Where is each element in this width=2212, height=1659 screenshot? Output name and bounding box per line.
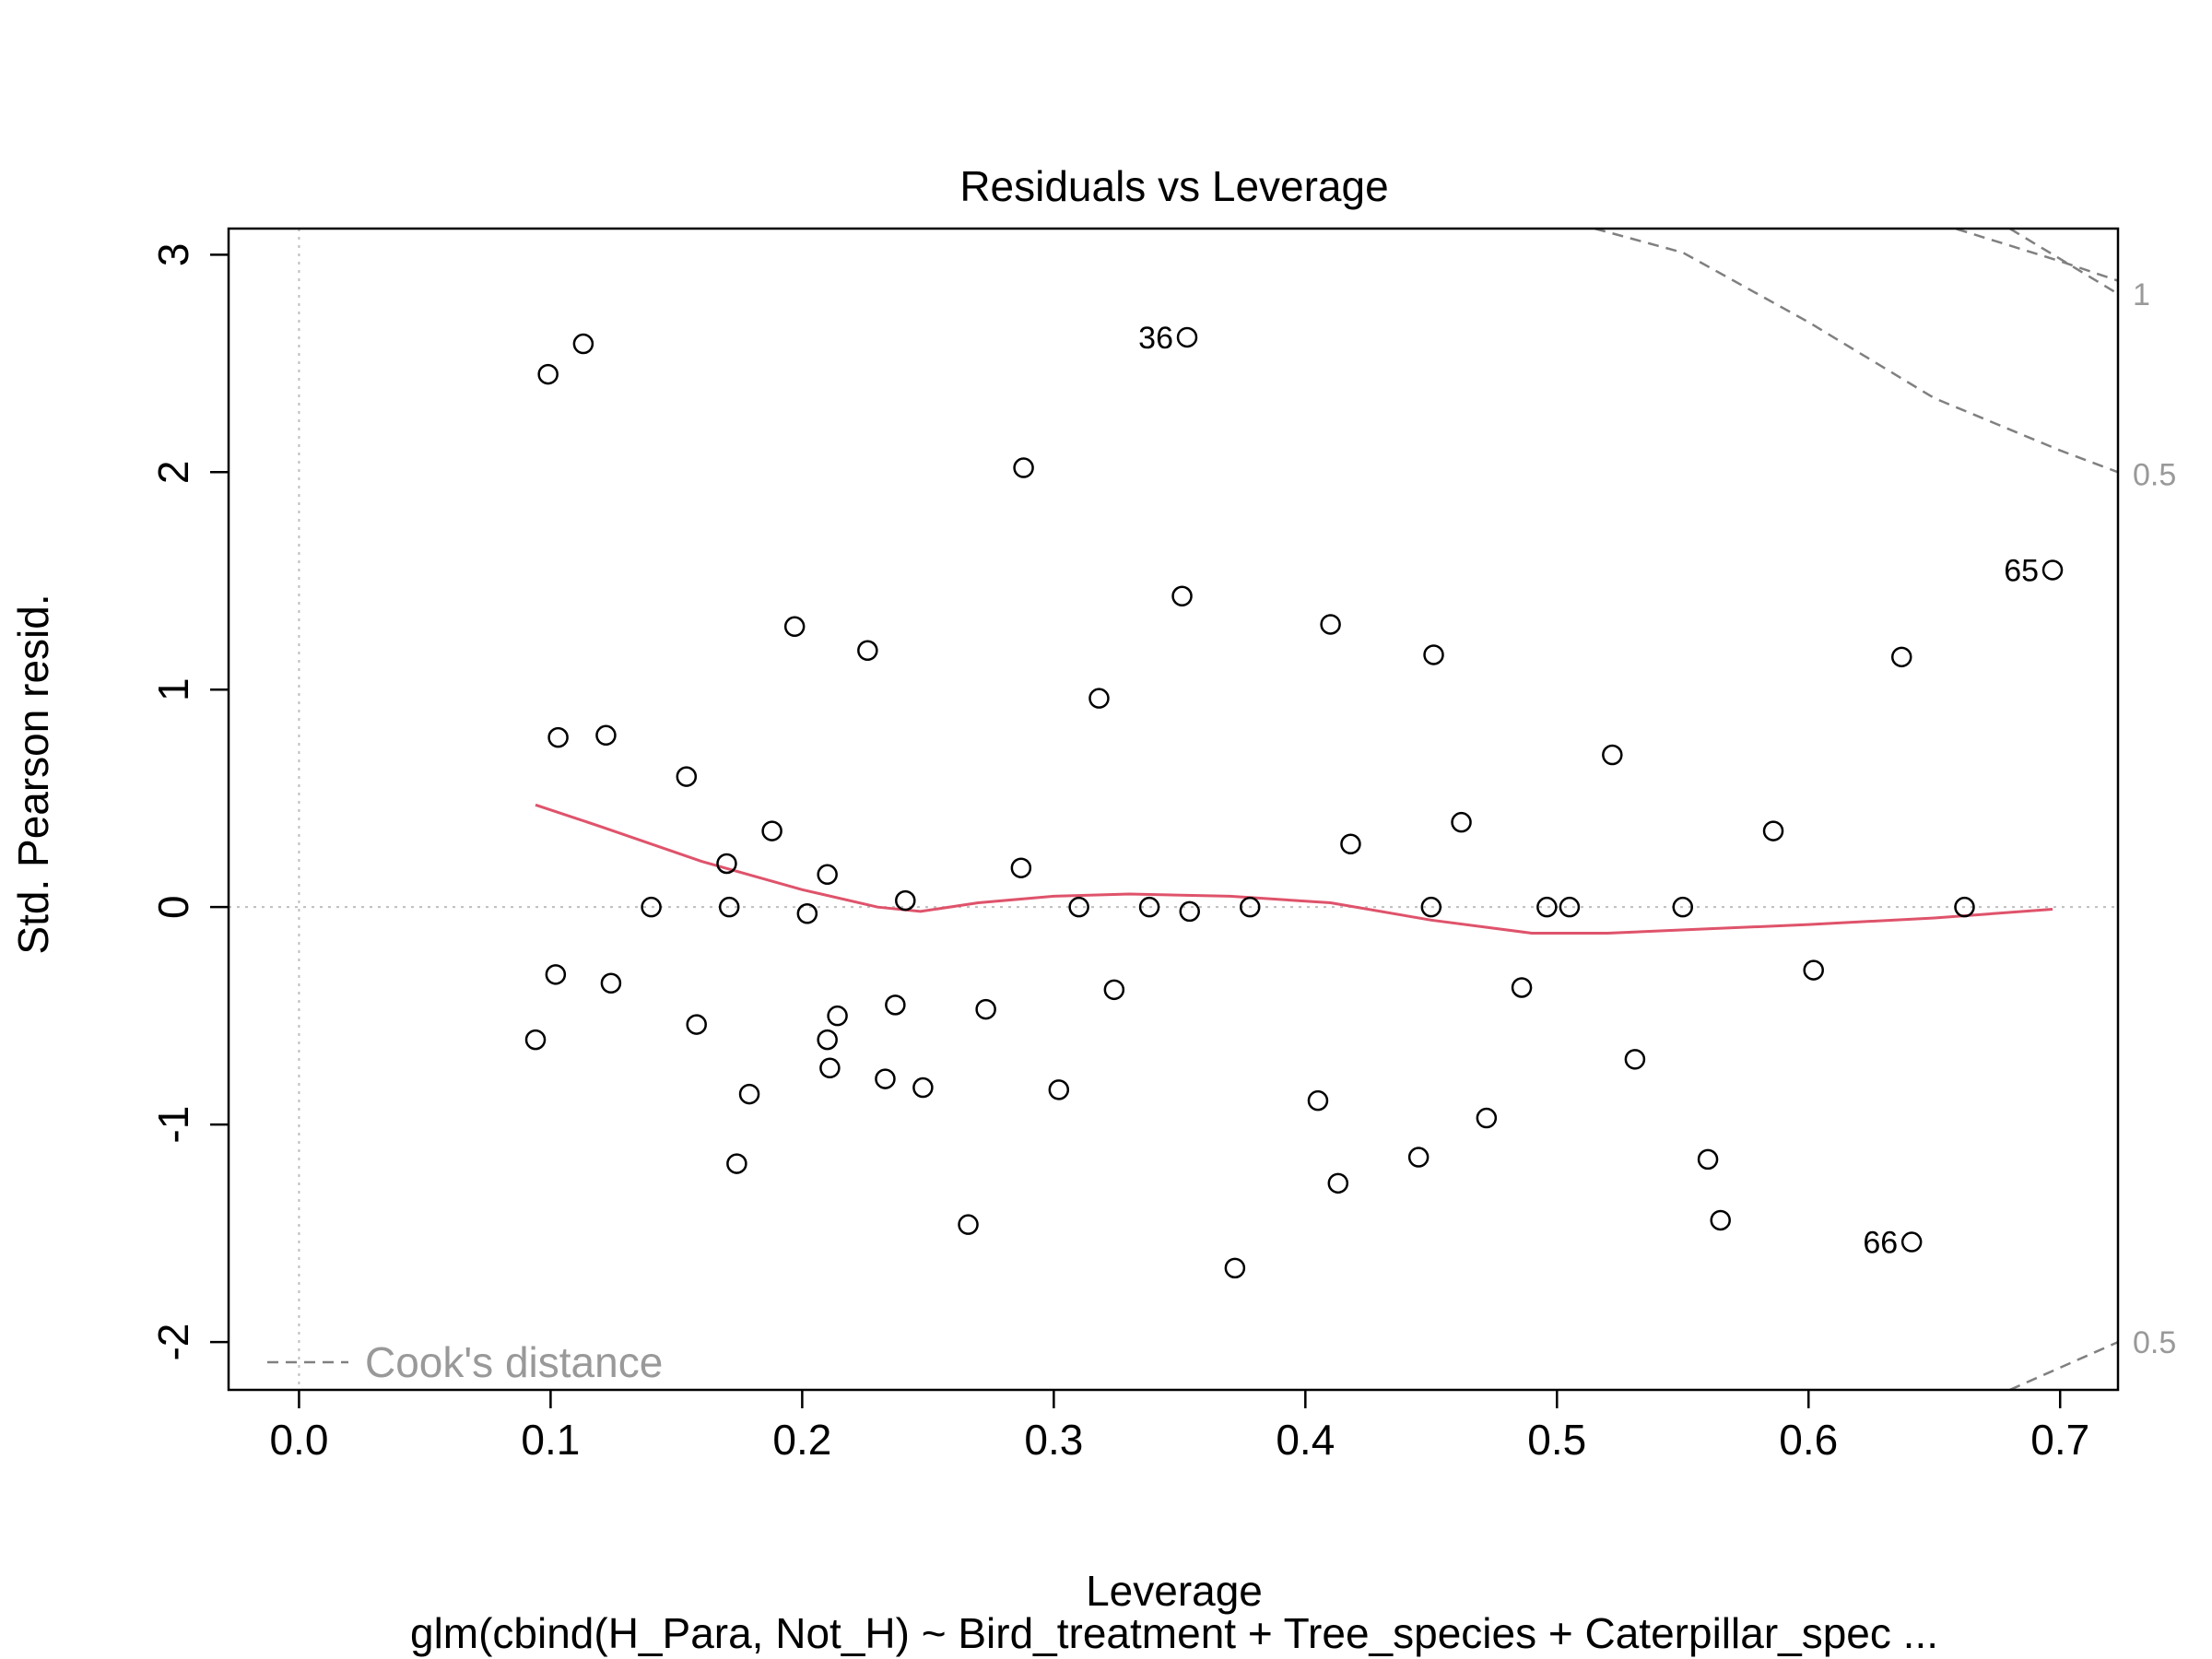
data-point-50 xyxy=(912,1077,934,1099)
smooth-line xyxy=(535,803,2053,935)
data-point-27 xyxy=(1068,896,1089,918)
data-point-26 xyxy=(796,903,818,924)
data-point-45 xyxy=(524,1029,547,1051)
x-tick-label: 0.1 xyxy=(521,1416,580,1464)
data-point-18 xyxy=(1762,820,1784,841)
data-point-17 xyxy=(761,820,782,841)
data-point-57 xyxy=(726,1153,747,1174)
data-point-29 xyxy=(1179,900,1200,923)
data-point-34 xyxy=(1672,896,1694,918)
data-point-13 xyxy=(595,724,617,747)
data-point-32 xyxy=(1536,896,1558,918)
data-point-38 xyxy=(600,972,622,994)
data-point-62 xyxy=(1224,1257,1246,1279)
data-point-49 xyxy=(875,1068,896,1089)
plot-layer: 36 65 66 0.0 0.1 0.2 0.3 0.4 0.5 0.6 0.7 -2 -1 0 1 2 3 1 0… xyxy=(149,227,2176,1464)
data-point-3 xyxy=(1013,457,1034,478)
data-point-43 xyxy=(827,1005,848,1027)
data-point-30 xyxy=(1240,896,1261,918)
data-point-6 xyxy=(783,616,806,638)
data-point-41 xyxy=(885,994,906,1016)
data-point-33 xyxy=(1559,896,1581,918)
x-tick-label: 0.6 xyxy=(1779,1416,1838,1464)
y-tick-label: 1 xyxy=(149,677,197,701)
data-point-40 xyxy=(1511,977,1533,998)
cooks-contour-3 xyxy=(2009,1340,2118,1390)
y-tick-label: 2 xyxy=(149,460,197,484)
x-axis-label: Leverage xyxy=(1086,1567,1263,1615)
chart-title: Residuals vs Leverage xyxy=(959,162,1388,210)
data-point-52 xyxy=(738,1083,760,1105)
data-point-44 xyxy=(686,1014,707,1035)
x-tick-label: 0.4 xyxy=(1276,1416,1335,1464)
data-point-55 xyxy=(1407,1147,1430,1168)
data-point-4 xyxy=(2041,559,2064,581)
cooks-contour-0 xyxy=(1951,229,2118,282)
data-point-36 xyxy=(1803,959,1824,981)
data-point-8 xyxy=(857,640,878,662)
data-point-25 xyxy=(718,896,740,918)
x-tick-label: 0.7 xyxy=(2030,1416,2089,1464)
data-point-46 xyxy=(817,1029,838,1051)
cooks-contour-1 xyxy=(1594,229,2118,474)
data-point-53 xyxy=(1307,1089,1329,1112)
data-point-10 xyxy=(1890,646,1912,668)
y-tick-label: 3 xyxy=(149,243,197,267)
data-point-0 xyxy=(537,363,559,385)
data-point-31 xyxy=(1420,896,1442,918)
plot-frame xyxy=(227,227,2120,1392)
data-point-11 xyxy=(1088,688,1110,709)
y-tick-label: 0 xyxy=(149,895,197,919)
point-label-65: 65 xyxy=(2004,553,2039,588)
data-point-2 xyxy=(1176,326,1198,348)
x-tick-label: 0.0 xyxy=(269,1416,328,1464)
data-point-21 xyxy=(817,864,838,886)
data-point-1 xyxy=(572,333,594,355)
point-label-36: 36 xyxy=(1138,321,1173,356)
data-point-19 xyxy=(1340,833,1361,855)
data-point-54 xyxy=(1476,1107,1498,1129)
x-tick-label: 0.5 xyxy=(1527,1416,1586,1464)
data-point-60 xyxy=(958,1214,979,1235)
data-point-16 xyxy=(1451,811,1472,833)
data-point-56 xyxy=(1697,1148,1719,1171)
data-point-39 xyxy=(1103,979,1125,1001)
data-point-42 xyxy=(975,998,996,1020)
data-point-58 xyxy=(1327,1172,1349,1194)
y-axis-label: Std. Pearson resid. xyxy=(9,594,57,954)
data-point-48 xyxy=(819,1057,841,1079)
data-point-47 xyxy=(1624,1049,1646,1070)
data-point-59 xyxy=(1710,1209,1731,1231)
x-tick-label: 0.2 xyxy=(772,1416,831,1464)
data-point-14 xyxy=(1602,744,1623,766)
data-point-12 xyxy=(547,726,569,748)
data-point-35 xyxy=(1954,896,1975,918)
data-point-23 xyxy=(895,889,916,912)
data-point-51 xyxy=(1048,1079,1070,1100)
legend-label: Cook's distance xyxy=(365,1338,663,1386)
x-tick-label: 0.3 xyxy=(1024,1416,1083,1464)
data-point-61 xyxy=(1900,1231,1923,1253)
data-point-28 xyxy=(1138,896,1160,918)
cooks-contours xyxy=(1594,229,2118,1390)
data-point-15 xyxy=(676,766,698,787)
data-point-9 xyxy=(1423,644,1444,665)
data-point-24 xyxy=(641,896,662,918)
contour-level-label: 1 xyxy=(2133,277,2150,312)
data-point-20 xyxy=(716,853,737,875)
data-point-7 xyxy=(1320,614,1341,635)
y-tick-label: -1 xyxy=(149,1106,197,1144)
data-point-5 xyxy=(1171,585,1193,607)
data-point-22 xyxy=(1010,857,1032,878)
contour-level-label: 0.5 xyxy=(2133,1325,2176,1360)
contour-level-label: 0.5 xyxy=(2133,458,2176,493)
data-point-37 xyxy=(545,964,567,985)
cooks-contour-2 xyxy=(2008,229,2118,295)
chart-subtitle: glm(cbind(H_Para, Not_H) ~ Bird_treatmen… xyxy=(410,1609,1938,1657)
y-tick-label: -2 xyxy=(149,1324,197,1361)
point-label-66: 66 xyxy=(1863,1226,1898,1261)
